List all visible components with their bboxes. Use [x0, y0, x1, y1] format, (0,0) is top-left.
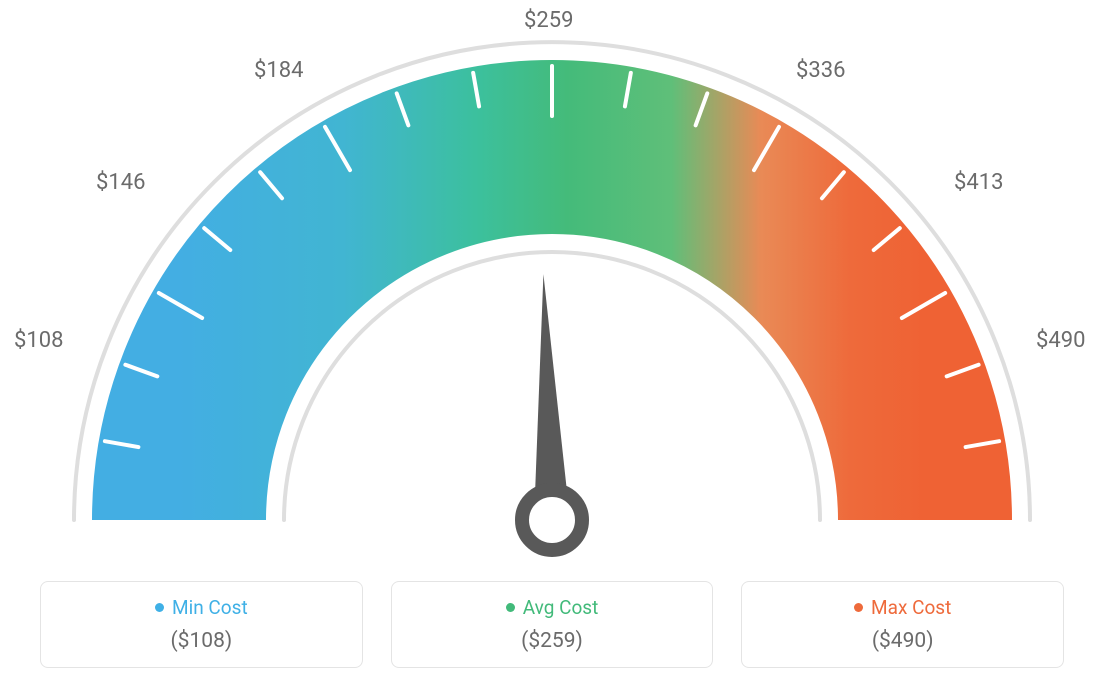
- avg-cost-card: Avg Cost ($259): [391, 581, 714, 668]
- gauge-tick-label: $259: [524, 8, 573, 33]
- gauge-svg: [0, 20, 1104, 580]
- card-title-row: Avg Cost: [392, 596, 713, 619]
- card-value: ($108): [41, 629, 362, 653]
- summary-cards: Min Cost ($108) Avg Cost ($259) Max Cost…: [40, 581, 1064, 668]
- card-label: Min Cost: [172, 596, 248, 619]
- dot-icon: [155, 603, 164, 612]
- dot-icon: [854, 603, 863, 612]
- card-value: ($259): [392, 629, 713, 653]
- gauge-tick-label: $490: [1036, 328, 1085, 353]
- card-label: Avg Cost: [523, 596, 599, 619]
- gauge-tick-label: $108: [14, 328, 63, 353]
- gauge-tick-label: $184: [254, 58, 303, 83]
- card-label: Max Cost: [871, 596, 951, 619]
- gauge-chart: $108 $146 $184 $259 $336 $413 $490: [0, 0, 1104, 560]
- card-title-row: Max Cost: [742, 596, 1063, 619]
- card-title-row: Min Cost: [41, 596, 362, 619]
- gauge-tick-label: $336: [796, 58, 845, 83]
- gauge-tick-label: $146: [96, 170, 145, 195]
- gauge-tick-label: $413: [954, 170, 1003, 195]
- max-cost-card: Max Cost ($490): [741, 581, 1064, 668]
- card-value: ($490): [742, 629, 1063, 653]
- dot-icon: [506, 603, 515, 612]
- min-cost-card: Min Cost ($108): [40, 581, 363, 668]
